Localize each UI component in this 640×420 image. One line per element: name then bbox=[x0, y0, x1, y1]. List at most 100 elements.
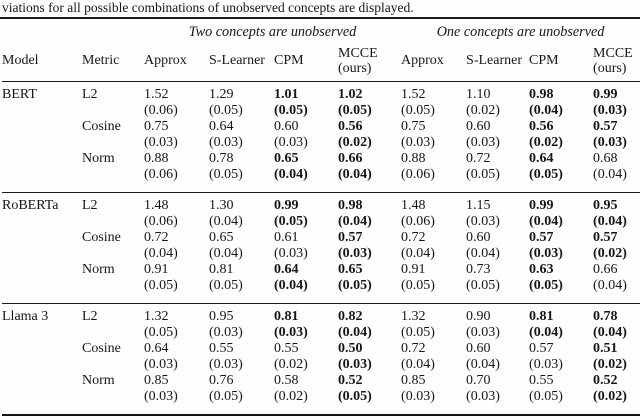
cell-value: 0.64 bbox=[529, 150, 554, 166]
cell-value: 0.65 bbox=[209, 229, 234, 245]
cell-value: 0.99 bbox=[529, 197, 554, 213]
table-row: Cosine 0.64 (0.03) 0.55 (0.03) 0.55 (0.02) 0.50… bbox=[2, 341, 640, 373]
cell-std: (0.03) bbox=[274, 134, 308, 150]
value-cell: 0.60 (0.03) bbox=[274, 119, 338, 151]
value-cell: 0.55 (0.05) bbox=[529, 373, 593, 415]
cell-value: 0.52 bbox=[593, 372, 618, 388]
cell-std: (0.02) bbox=[274, 388, 308, 404]
table-row: Llama 3 L2 1.32 (0.05) 0.95 (0.03) 0.81 (0.03) 0… bbox=[2, 302, 640, 415]
cell-value: 0.56 bbox=[529, 118, 554, 134]
cell-std: (0.04) bbox=[338, 166, 372, 182]
cell-value: 0.99 bbox=[593, 86, 618, 102]
column-header-slearner-1: S-Learner bbox=[209, 41, 274, 82]
value-cell: 1.32 (0.05) bbox=[144, 302, 209, 341]
value-cell: 0.88 (0.06) bbox=[401, 151, 466, 193]
metric-label: L2 bbox=[82, 191, 144, 230]
cell-std: (0.03) bbox=[274, 324, 308, 340]
cell-std: (0.03) bbox=[144, 134, 178, 150]
cell-value: 0.60 bbox=[466, 340, 491, 356]
cell-value: 0.64 bbox=[144, 340, 169, 356]
value-cell: 1.10 (0.02) bbox=[466, 81, 529, 119]
value-cell: 0.88 (0.06) bbox=[144, 151, 209, 193]
cell-std: (0.03) bbox=[144, 356, 178, 372]
cell-std: (0.05) bbox=[209, 388, 243, 404]
cell-value: 1.02 bbox=[338, 86, 363, 102]
value-cell: 0.98 (0.04) bbox=[338, 191, 402, 230]
cell-value: 1.32 bbox=[144, 308, 169, 324]
cell-std: (0.03) bbox=[529, 356, 563, 372]
cell-std: (0.05) bbox=[401, 277, 435, 293]
column-header-cpm-1: CPM bbox=[274, 41, 338, 82]
metric-label: Norm bbox=[82, 150, 115, 166]
cell-std: (0.02) bbox=[466, 102, 500, 118]
cell-std: (0.03) bbox=[209, 324, 243, 340]
value-cell: 0.66 (0.04) bbox=[593, 262, 640, 304]
cell-std: (0.05) bbox=[529, 388, 563, 404]
cell-std: (0.02) bbox=[529, 134, 563, 150]
value-cell: 0.52 (0.02) bbox=[593, 373, 640, 415]
cell-value: 1.15 bbox=[466, 197, 491, 213]
cell-value: 0.88 bbox=[401, 150, 426, 166]
cell-std: (0.05) bbox=[209, 102, 243, 118]
value-cell: 1.02 (0.05) bbox=[338, 81, 401, 119]
value-cell: 0.72 (0.04) bbox=[401, 230, 466, 262]
table-row: Norm 0.91 (0.05) 0.81 (0.05) 0.64 (0.04) 0.65 (0… bbox=[2, 262, 640, 304]
cell-value: 0.98 bbox=[338, 197, 363, 213]
cell-value: 1.48 bbox=[401, 197, 426, 213]
value-cell: 0.64 (0.03) bbox=[209, 119, 274, 151]
value-cell: 0.55 (0.02) bbox=[274, 341, 338, 373]
value-cell: 0.75 (0.03) bbox=[144, 119, 209, 151]
cell-std: (0.05) bbox=[466, 277, 500, 293]
value-cell: 0.56 (0.02) bbox=[529, 119, 593, 151]
cell-value: 0.85 bbox=[401, 372, 426, 388]
cell-std: (0.04) bbox=[466, 356, 500, 372]
table-row: Cosine 0.75 (0.03) 0.64 (0.03) 0.60 (0.03) 0.56… bbox=[2, 119, 640, 151]
cell-std: (0.04) bbox=[274, 166, 308, 182]
value-cell: 0.72 (0.05) bbox=[466, 151, 529, 193]
cell-std: (0.05) bbox=[466, 166, 500, 182]
value-cell: 0.82 (0.04) bbox=[338, 302, 402, 341]
value-cell: 0.85 (0.03) bbox=[401, 373, 466, 415]
value-cell: 0.70 (0.03) bbox=[466, 373, 529, 415]
cell-value: 0.91 bbox=[144, 261, 169, 277]
metric-label: Norm bbox=[82, 372, 115, 388]
cell-value: 0.78 bbox=[209, 150, 234, 166]
cell-value: 0.72 bbox=[401, 340, 426, 356]
cell-value: 0.57 bbox=[338, 229, 363, 245]
metric-label: L2 bbox=[82, 302, 144, 341]
value-cell: 0.57 (0.03) bbox=[593, 119, 640, 151]
cell-value: 0.95 bbox=[593, 197, 618, 213]
cell-value: 0.81 bbox=[274, 308, 299, 324]
group-header-one-concept: One concepts are unobserved bbox=[436, 24, 605, 40]
value-cell: 0.57 (0.02) bbox=[593, 230, 640, 262]
cell-value: 1.10 bbox=[466, 86, 491, 102]
metric-label: Cosine bbox=[82, 229, 121, 245]
value-cell: 0.68 (0.04) bbox=[593, 151, 640, 193]
cell-value: 0.57 bbox=[529, 229, 554, 245]
cell-std: (0.02) bbox=[274, 356, 308, 372]
cell-std: (0.05) bbox=[338, 102, 372, 118]
metric-label: L2 bbox=[82, 86, 98, 102]
cell-value: 0.81 bbox=[209, 261, 234, 277]
cell-value: 0.64 bbox=[274, 261, 299, 277]
cell-std: (0.04) bbox=[593, 166, 627, 182]
model-label: Llama 3 bbox=[2, 302, 82, 415]
column-header-model: Model bbox=[2, 41, 82, 82]
value-cell: 0.55 (0.03) bbox=[209, 341, 274, 373]
value-cell: 0.72 (0.04) bbox=[401, 341, 466, 373]
cell-value: 0.66 bbox=[593, 261, 618, 277]
cell-value: 0.70 bbox=[466, 372, 491, 388]
value-cell: 0.51 (0.02) bbox=[593, 341, 640, 373]
cell-value: 0.90 bbox=[466, 308, 491, 324]
cell-std: (0.03) bbox=[466, 324, 500, 340]
cell-std: (0.03) bbox=[593, 102, 627, 118]
cell-value: 0.85 bbox=[144, 372, 169, 388]
value-cell: 0.60 (0.03) bbox=[466, 119, 529, 151]
value-cell: 0.95 (0.03) bbox=[209, 302, 274, 341]
cell-std: (0.06) bbox=[401, 213, 435, 229]
value-cell: 1.52 (0.05) bbox=[401, 81, 466, 119]
cell-value: 0.72 bbox=[401, 229, 426, 245]
cell-std: (0.04) bbox=[401, 245, 435, 261]
cell-value: 0.55 bbox=[529, 372, 554, 388]
cell-std: (0.06) bbox=[144, 166, 178, 182]
